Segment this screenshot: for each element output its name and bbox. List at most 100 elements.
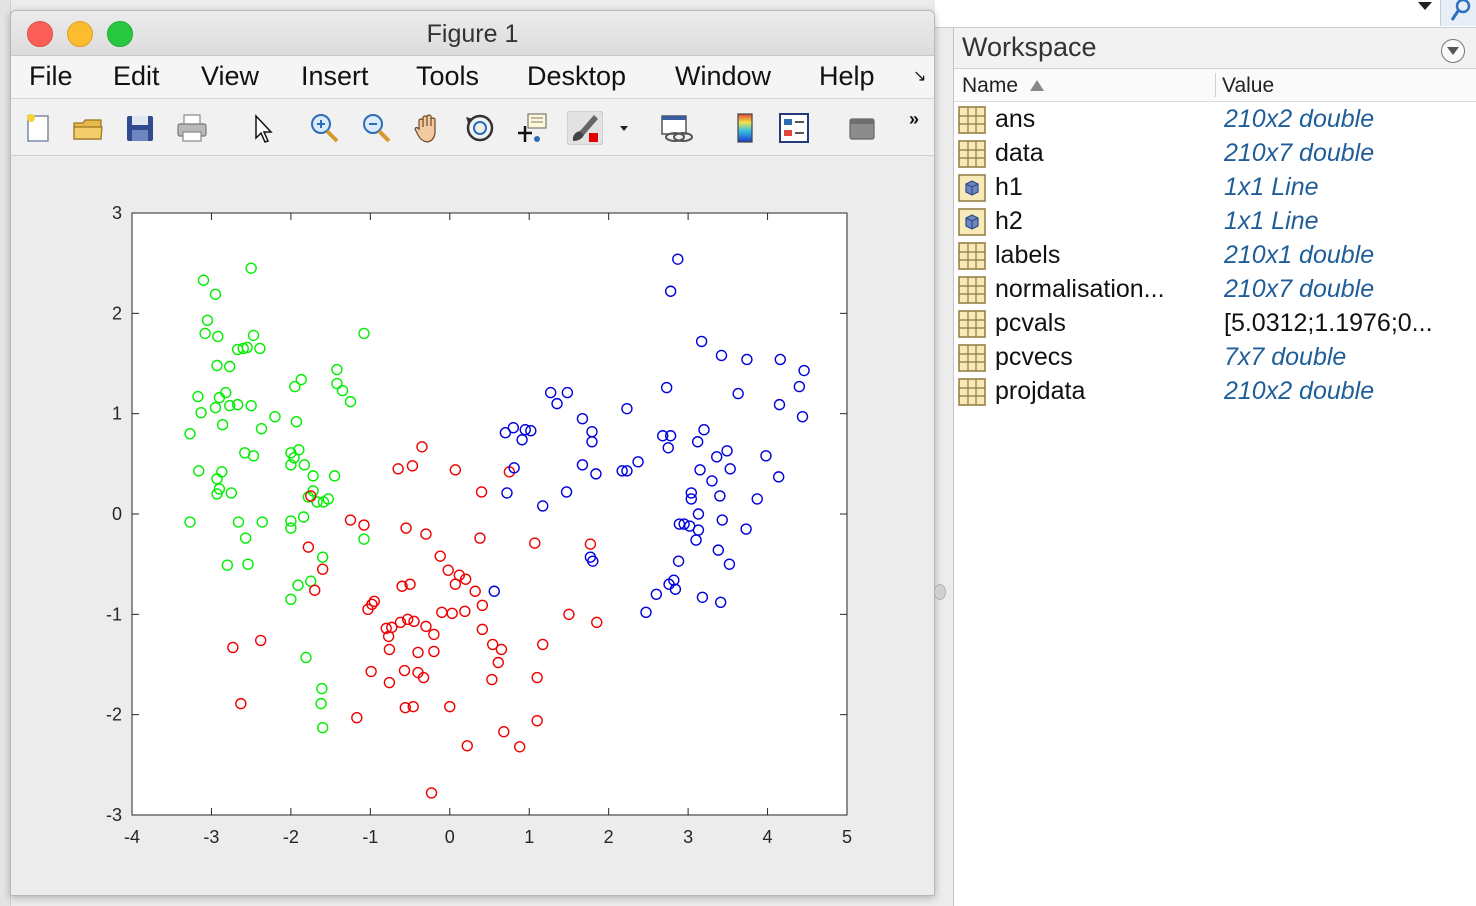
column-divider[interactable] bbox=[1215, 73, 1216, 97]
zoom-out-icon[interactable] bbox=[359, 111, 393, 145]
column-header-value[interactable]: Value bbox=[1222, 74, 1275, 97]
workspace-variable-row[interactable]: pcvals [5.0312;1.1976;0... bbox=[954, 308, 1476, 342]
column-header-name[interactable]: Name bbox=[962, 74, 1019, 97]
workspace-header: Workspace bbox=[954, 28, 1476, 69]
y-tick-label: -3 bbox=[106, 805, 122, 825]
panel-splitter-handle[interactable] bbox=[934, 584, 946, 600]
data-point bbox=[476, 599, 489, 612]
workspace-variable-row[interactable]: pcvecs 7x7 double bbox=[954, 342, 1476, 376]
menu-overflow-icon[interactable]: ↘ bbox=[913, 68, 927, 85]
brush-dropdown-icon[interactable] bbox=[617, 111, 631, 145]
data-point bbox=[224, 360, 236, 373]
variable-value: 1x1 Line bbox=[1224, 207, 1319, 235]
data-point bbox=[254, 634, 267, 647]
data-point bbox=[358, 533, 370, 545]
hide-plot-tools-icon[interactable] bbox=[845, 111, 879, 145]
chevron-down-icon[interactable] bbox=[1418, 2, 1432, 10]
workspace-variable-row[interactable]: normalisation... 210x7 double bbox=[954, 274, 1476, 308]
data-point bbox=[695, 335, 708, 348]
zoom-in-icon[interactable] bbox=[307, 111, 341, 145]
menu-desktop[interactable]: Desktop bbox=[527, 61, 627, 91]
data-point bbox=[231, 398, 244, 411]
colorbar-icon[interactable] bbox=[729, 111, 763, 145]
data-point bbox=[193, 465, 205, 477]
data-point bbox=[698, 424, 710, 436]
search-button[interactable] bbox=[1440, 0, 1476, 26]
workspace-variable-row[interactable]: h1 1x1 Line bbox=[954, 172, 1476, 206]
data-point bbox=[211, 359, 223, 372]
menu-help[interactable]: Help bbox=[819, 61, 875, 91]
legend-icon[interactable] bbox=[777, 111, 811, 145]
window-minimize-button[interactable] bbox=[67, 21, 93, 47]
data-point bbox=[716, 514, 728, 526]
data-point bbox=[358, 519, 370, 531]
data-point bbox=[425, 787, 438, 799]
data-point bbox=[289, 380, 301, 393]
data-point bbox=[285, 593, 297, 605]
menu-view[interactable]: View bbox=[201, 61, 260, 91]
data-point bbox=[224, 399, 236, 412]
data-point bbox=[672, 253, 684, 265]
data-point bbox=[692, 508, 705, 520]
menu-insert[interactable]: Insert bbox=[301, 61, 369, 91]
brush-icon[interactable] bbox=[567, 111, 603, 145]
data-point bbox=[584, 538, 597, 550]
data-point bbox=[351, 711, 363, 724]
data-point bbox=[774, 353, 786, 366]
window-titlebar[interactable]: Figure 1 bbox=[11, 11, 934, 56]
data-point bbox=[298, 459, 311, 471]
workspace-actions-icon[interactable] bbox=[1441, 39, 1465, 63]
data-point bbox=[459, 573, 472, 585]
workspace-variable-row[interactable]: h2 1x1 Line bbox=[954, 206, 1476, 240]
menu-window[interactable]: Window bbox=[675, 61, 772, 91]
y-tick-label: -2 bbox=[106, 705, 122, 725]
workspace-variable-row[interactable]: labels 210x1 double bbox=[954, 240, 1476, 274]
data-point bbox=[199, 327, 211, 340]
data-cursor-icon[interactable] bbox=[515, 111, 549, 145]
data-point bbox=[316, 551, 329, 563]
data-point bbox=[576, 412, 589, 425]
data-point bbox=[576, 459, 589, 471]
workspace-variable-row[interactable]: projdata 210x2 double bbox=[954, 376, 1476, 410]
data-point bbox=[516, 434, 528, 446]
data-point bbox=[269, 410, 281, 423]
toolbar-overflow-icon[interactable]: » bbox=[909, 109, 920, 129]
data-point bbox=[711, 451, 723, 463]
data-point bbox=[563, 608, 575, 621]
variable-name: h2 bbox=[995, 207, 1023, 235]
workspace-variable-row[interactable]: data 210x7 double bbox=[954, 138, 1476, 172]
data-point bbox=[486, 673, 498, 686]
link-plot-icon[interactable] bbox=[659, 111, 693, 145]
print-icon[interactable] bbox=[175, 111, 209, 145]
open-file-icon[interactable] bbox=[71, 111, 105, 145]
data-point bbox=[495, 643, 508, 656]
data-point bbox=[476, 623, 489, 636]
data-point bbox=[461, 740, 473, 752]
data-point bbox=[237, 342, 249, 355]
x-tick-label: 3 bbox=[683, 827, 693, 847]
pointer-icon[interactable] bbox=[247, 111, 281, 145]
new-figure-icon[interactable] bbox=[21, 111, 55, 145]
data-point bbox=[212, 330, 224, 343]
save-icon[interactable] bbox=[123, 111, 157, 145]
window-close-button[interactable] bbox=[27, 21, 53, 47]
figure-window: Figure 1 File Edit View Insert Tools Des… bbox=[10, 10, 935, 896]
data-point bbox=[442, 564, 454, 576]
data-point bbox=[211, 488, 223, 500]
menu-file[interactable]: File bbox=[29, 61, 73, 91]
data-point bbox=[706, 475, 718, 487]
matrix-icon bbox=[958, 140, 986, 168]
variable-value: 7x7 double bbox=[1224, 343, 1347, 371]
data-point bbox=[399, 701, 411, 714]
pan-hand-icon[interactable] bbox=[411, 111, 445, 145]
data-point bbox=[672, 555, 685, 567]
sort-ascending-icon[interactable] bbox=[1030, 80, 1044, 91]
window-zoom-button[interactable] bbox=[107, 21, 133, 47]
menu-tools[interactable]: Tools bbox=[416, 61, 480, 91]
data-point bbox=[290, 415, 303, 428]
data-point bbox=[616, 465, 628, 477]
workspace-variable-row[interactable]: ans 210x2 double bbox=[954, 104, 1476, 138]
data-point bbox=[498, 726, 510, 738]
rotate-3d-icon[interactable] bbox=[463, 111, 497, 145]
menu-edit[interactable]: Edit bbox=[113, 61, 160, 91]
